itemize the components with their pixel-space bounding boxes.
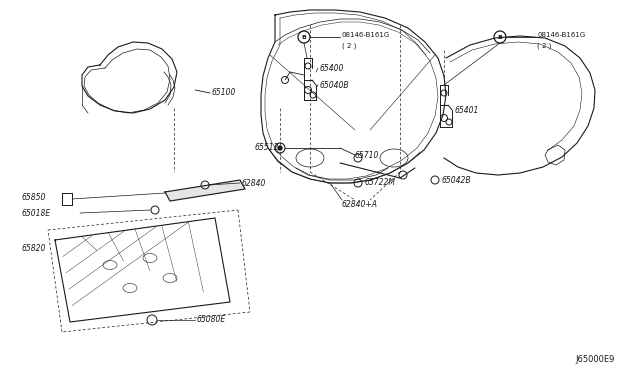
Text: 65400: 65400: [320, 64, 344, 73]
Text: 65042B: 65042B: [442, 176, 472, 185]
Text: 65100: 65100: [212, 87, 236, 96]
Text: 65722M: 65722M: [365, 177, 396, 186]
Circle shape: [278, 146, 282, 150]
Text: 62840+A: 62840+A: [342, 199, 378, 208]
Text: 08146-B161G: 08146-B161G: [342, 32, 390, 38]
Text: 65512: 65512: [255, 142, 280, 151]
Text: 65040B: 65040B: [320, 80, 349, 90]
Text: J65000E9: J65000E9: [575, 356, 615, 365]
Text: 65401: 65401: [455, 106, 479, 115]
Text: 62840: 62840: [242, 179, 266, 187]
Text: B: B: [497, 35, 502, 39]
Text: 65080E: 65080E: [197, 315, 227, 324]
Text: 08146-B161G: 08146-B161G: [537, 32, 585, 38]
Text: ( 2 ): ( 2 ): [342, 43, 356, 49]
Text: 65820: 65820: [22, 244, 46, 253]
Text: B: B: [301, 35, 307, 39]
Text: ( 2 ): ( 2 ): [537, 43, 552, 49]
Text: 65710: 65710: [355, 151, 380, 160]
Text: 65018E: 65018E: [22, 208, 51, 218]
Text: 65850: 65850: [22, 192, 46, 202]
Polygon shape: [165, 180, 245, 201]
